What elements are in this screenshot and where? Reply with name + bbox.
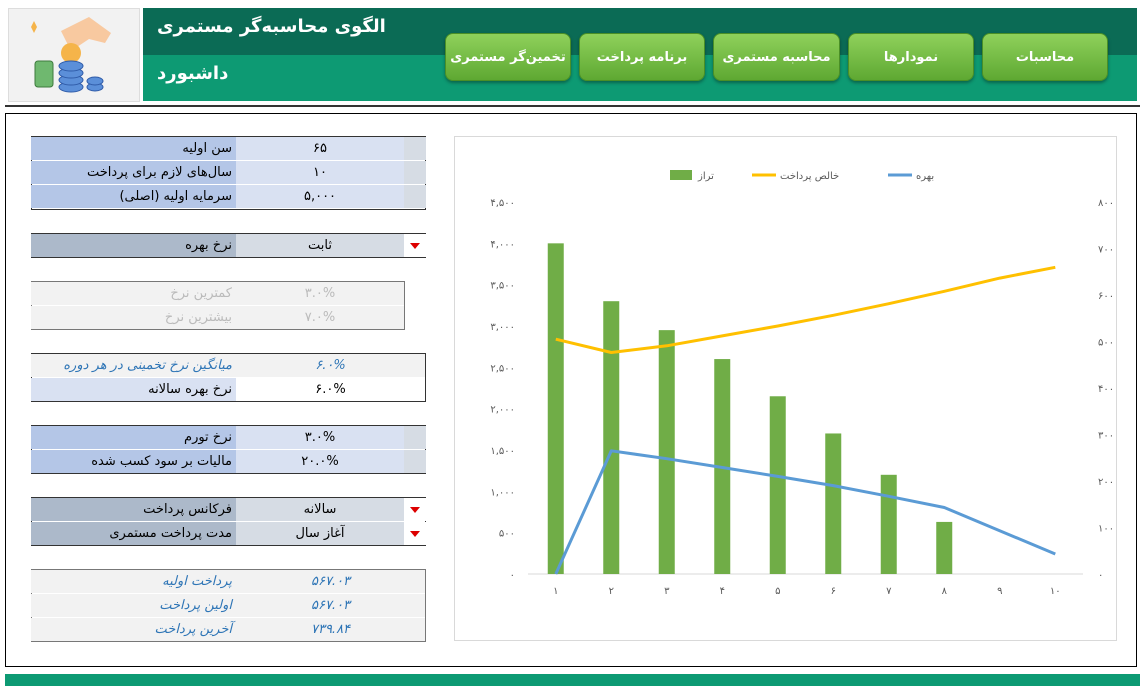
timing-label: مدت پرداخت مستمری bbox=[31, 522, 236, 545]
logo bbox=[8, 8, 140, 102]
nav-button-charts[interactable]: نمودارها bbox=[848, 33, 974, 81]
initial-payment-label: اولین پرداخت bbox=[31, 594, 236, 617]
series-line bbox=[554, 449, 1056, 575]
frequency-dropdown-icon[interactable] bbox=[404, 498, 426, 521]
start-age-value[interactable]: ۶۵ bbox=[236, 137, 404, 160]
first-payment-label: پرداخت اولیه bbox=[31, 570, 236, 593]
rate-summary-box bbox=[31, 353, 426, 402]
inflation-value[interactable]: ۳.۰% bbox=[236, 426, 404, 449]
last-payment-value: ۷۳۹.۸۴ bbox=[236, 618, 425, 641]
bar bbox=[658, 330, 675, 574]
inflation-tax-box bbox=[31, 425, 426, 474]
bar bbox=[603, 301, 620, 574]
rate-type-dropdown-icon[interactable] bbox=[404, 234, 426, 257]
legend-label: خالص پرداخت bbox=[780, 171, 839, 182]
avg-rate-label: میانگین نرخ تخمینی در هر دوره bbox=[31, 354, 236, 377]
divider bbox=[5, 105, 1140, 107]
nav-button-payment-schedule[interactable]: برنامه پرداخت bbox=[579, 33, 705, 81]
y-right-tick-label: ۸۰۰ bbox=[1098, 198, 1114, 209]
frequency-select[interactable]: سالانه bbox=[236, 498, 404, 521]
timing-select[interactable]: آغاز سال bbox=[236, 522, 404, 545]
header-bar: الگوی محاسبه‌گر مستمری داشبورد محاسبات ن… bbox=[143, 8, 1137, 101]
x-tick-label: ۴ bbox=[720, 586, 725, 597]
tax-value[interactable]: ۲۰.۰% bbox=[236, 450, 404, 473]
y-right-tick-label: ۰ bbox=[1098, 570, 1103, 581]
row-spacer bbox=[404, 426, 426, 449]
y-left-tick-label: ۴,۰۰۰ bbox=[490, 239, 515, 250]
rate-type-select[interactable]: ثابت bbox=[236, 234, 404, 257]
nav-button-annuity-calc[interactable]: محاسبه مستمری bbox=[713, 33, 840, 81]
principal-label: سرمایه اولیه (اصلی) bbox=[31, 185, 236, 208]
rate-type-label: نرخ بهره bbox=[31, 234, 236, 257]
annual-rate-label: نرخ بهره سالانه bbox=[31, 378, 236, 401]
avg-rate-value: ۶.۰% bbox=[236, 354, 425, 377]
annual-rate-value: ۶.۰% bbox=[236, 378, 425, 401]
x-tick-label: ۹ bbox=[997, 586, 1002, 597]
bar bbox=[880, 474, 897, 574]
legend-swatch bbox=[670, 170, 692, 180]
x-tick-label: ۵ bbox=[775, 586, 780, 597]
frequency-label: فرکانس پرداخت bbox=[31, 498, 236, 521]
rate-range-box bbox=[31, 281, 405, 330]
page-subtitle: داشبورد bbox=[157, 63, 229, 84]
series-line bbox=[555, 265, 1056, 354]
row-spacer bbox=[404, 185, 426, 208]
y-left-tick-label: ۰ bbox=[510, 570, 515, 581]
bar bbox=[547, 243, 564, 574]
start-age-label: سن اولیه bbox=[31, 137, 236, 160]
first-payment-value: ۵۶۷.۰۳ bbox=[236, 570, 425, 593]
timing-dropdown-icon[interactable] bbox=[404, 522, 426, 545]
dashboard-panel bbox=[5, 113, 1137, 667]
y-left-tick-label: ۳,۰۰۰ bbox=[490, 322, 515, 333]
y-left-tick-label: ۴,۵۰۰ bbox=[490, 198, 515, 209]
x-tick-label: ۷ bbox=[886, 586, 892, 597]
row-spacer bbox=[404, 161, 426, 184]
max-rate-value[interactable]: ۷.۰% bbox=[236, 306, 404, 329]
nav-button-calculations[interactable]: محاسبات bbox=[982, 33, 1108, 81]
years-label: سال‌های لازم برای پرداخت bbox=[31, 161, 236, 184]
chart-svg: ۰ ۵۰۰ ۱,۰۰۰ ۱,۵۰۰ ۲,۰۰۰ ۲,۵۰۰ ۳,۰۰۰ ۳,۵۰۰ ۴,۰۰۰ ۴… bbox=[490, 170, 1114, 597]
y-right-tick-label: ۳۰۰ bbox=[1098, 431, 1114, 442]
y-left-tick-label: ۱,۵۰۰ bbox=[490, 446, 515, 457]
min-rate-value[interactable]: ۳.۰% bbox=[236, 282, 404, 305]
y-left-tick-label: ۲,۵۰۰ bbox=[490, 363, 515, 374]
y-right-tick-label: ۴۰۰ bbox=[1098, 384, 1114, 395]
bar bbox=[769, 396, 786, 574]
y-left-tick-label: ۳,۵۰۰ bbox=[490, 281, 515, 292]
x-tick-label: ۶ bbox=[831, 586, 836, 597]
initial-payment-value: ۵۶۷.۰۳ bbox=[236, 594, 425, 617]
tax-label: مالیات بر سود کسب شده bbox=[31, 450, 236, 473]
y-right-tick-label: ۵۰۰ bbox=[1098, 338, 1114, 349]
y-left-tick-label: ۱,۰۰۰ bbox=[490, 487, 515, 498]
y-right-tick-label: ۱۰۰ bbox=[1098, 524, 1114, 535]
footer-bar bbox=[5, 674, 1140, 686]
x-tick-label: ۸ bbox=[942, 586, 948, 597]
nav-button-annuity-estimator[interactable]: تخمین‌گر مستمری bbox=[445, 33, 571, 81]
y-right-tick-label: ۶۰۰ bbox=[1098, 291, 1114, 302]
x-tick-label: ۱۰ bbox=[1050, 586, 1061, 597]
x-tick-label: ۲ bbox=[609, 586, 614, 597]
years-value[interactable]: ۱۰ bbox=[236, 161, 404, 184]
last-payment-label: آخرین پرداخت bbox=[31, 618, 236, 641]
inflation-label: نرخ تورم bbox=[31, 426, 236, 449]
chart-area: ۰ ۵۰۰ ۱,۰۰۰ ۱,۵۰۰ ۲,۰۰۰ ۲,۵۰۰ ۳,۰۰۰ ۳,۵۰۰ ۴,۰۰۰ ۴… bbox=[454, 136, 1117, 641]
principal-value[interactable]: ۵,۰۰۰ bbox=[236, 185, 404, 208]
row-spacer bbox=[404, 450, 426, 473]
bar bbox=[825, 433, 842, 574]
y-right-tick-label: ۲۰۰ bbox=[1098, 477, 1114, 488]
min-rate-label: کمترین نرخ bbox=[31, 282, 236, 305]
legend-label: تراز bbox=[697, 171, 714, 182]
legend-label: بهره bbox=[916, 171, 934, 182]
x-tick-label: ۱ bbox=[553, 586, 558, 597]
x-tick-label: ۳ bbox=[664, 586, 670, 597]
max-rate-label: بیشترین نرخ bbox=[31, 306, 236, 329]
y-left-tick-label: ۵۰۰ bbox=[499, 529, 515, 540]
app-title: الگوی محاسبه‌گر مستمری bbox=[157, 16, 386, 37]
row-spacer bbox=[404, 137, 426, 160]
y-left-tick-label: ۲,۰۰۰ bbox=[490, 405, 515, 416]
bar bbox=[936, 521, 953, 574]
y-right-tick-label: ۷۰۰ bbox=[1098, 245, 1114, 256]
